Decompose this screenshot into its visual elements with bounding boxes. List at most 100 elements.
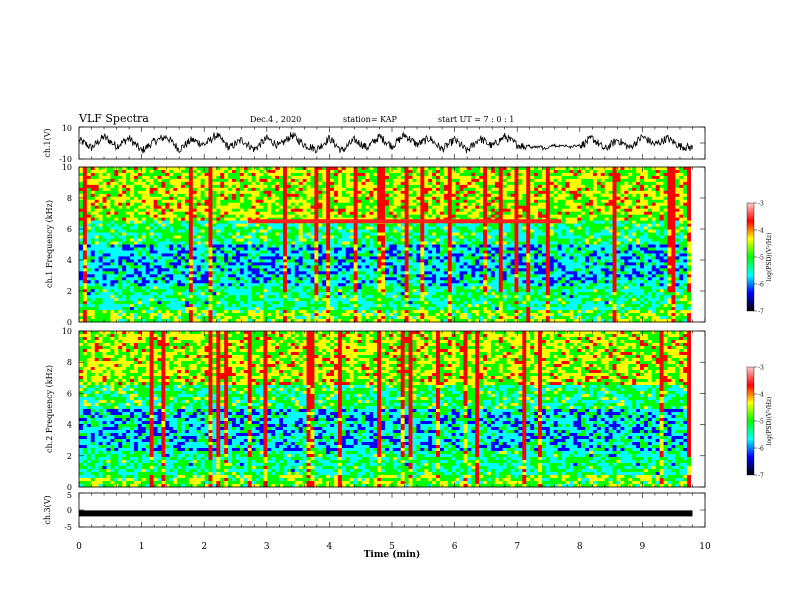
- spectrogram-cell: [286, 202, 292, 207]
- spectrogram-cell: [577, 169, 582, 174]
- spectrogram-cell: [243, 241, 249, 245]
- spectrogram-cell: [228, 178, 233, 183]
- spectrogram-cell: [283, 241, 288, 245]
- spectrogram-cell: [110, 193, 115, 198]
- spectrogram-cell: [494, 193, 500, 198]
- spectrogram-cell: [506, 193, 511, 198]
- spectrogram-cell: [118, 211, 123, 216]
- spectrogram-cell: [447, 247, 453, 251]
- spectrogram-cell: [141, 217, 147, 222]
- spectrogram-cell: [322, 241, 327, 245]
- spectrogram-cell: [196, 211, 202, 216]
- spectrogram-cell: [636, 178, 641, 183]
- spectrogram-cell: [596, 199, 602, 204]
- spectrogram-cell: [196, 196, 202, 201]
- spectrogram-cell: [561, 229, 566, 233]
- spectrogram-cell: [569, 244, 574, 248]
- spectrogram-cell: [79, 202, 84, 207]
- spectrogram-cell: [365, 211, 370, 216]
- spectrogram-cell: [314, 199, 319, 204]
- spectrogram-cell: [79, 169, 84, 174]
- spectrogram-cell: [636, 247, 641, 251]
- spectrogram-cell: [228, 167, 233, 171]
- spectrogram-cell: [655, 253, 661, 257]
- spectrogram-cell: [98, 202, 103, 207]
- spectrogram-cell: [192, 199, 198, 204]
- spectrogram-cell: [192, 167, 198, 171]
- spectrogram-cell: [592, 244, 598, 248]
- spectrogram-cell: [318, 208, 323, 213]
- spectrogram-cell: [632, 256, 637, 260]
- spectrogram-cell: [208, 181, 213, 186]
- spectrogram-cell: [679, 247, 684, 251]
- spectrogram-cell: [557, 184, 562, 189]
- spectrogram-cell: [490, 205, 496, 210]
- spectrogram-cell: [369, 169, 374, 174]
- spectrogram-cell: [620, 247, 625, 251]
- spectrogram-cell: [432, 190, 437, 195]
- spectrogram-cell: [667, 247, 672, 251]
- spectrogram-cell: [79, 181, 84, 186]
- spectrogram-cell: [322, 175, 327, 180]
- spectrogram-cell: [522, 190, 527, 195]
- spectrogram-cell: [683, 196, 688, 201]
- spectrogram-cell: [314, 187, 319, 192]
- spectrogram-cell: [153, 241, 158, 245]
- spectrogram-cell: [177, 205, 182, 210]
- spectrogram-cell: [310, 187, 315, 192]
- spectrogram-cell: [157, 187, 162, 192]
- spectrogram-cell: [141, 241, 147, 245]
- spectrogram-cell: [439, 208, 445, 213]
- spectrogram-cell: [589, 167, 594, 171]
- spectrogram-cell: [149, 181, 154, 186]
- spectrogram-cell: [326, 181, 331, 186]
- spectrogram-cell: [538, 238, 543, 242]
- spectrogram-cell: [447, 238, 453, 242]
- spectrogram-cell: [169, 175, 174, 180]
- spectrogram-cell: [157, 238, 162, 242]
- spectrogram-cell: [122, 253, 127, 257]
- spectrogram-cell: [228, 232, 233, 236]
- spectrogram-cell: [624, 202, 629, 207]
- spectrogram-cell: [436, 241, 441, 245]
- spectrogram-cell: [545, 256, 551, 260]
- spectrogram-cell: [565, 244, 570, 248]
- spectrogram-cell: [326, 241, 331, 245]
- spectrogram-cell: [271, 167, 276, 171]
- spectrogram-cell: [204, 247, 209, 251]
- spectrogram-cell: [502, 181, 508, 186]
- spectrogram-cell: [243, 223, 249, 228]
- spectrogram-cell: [526, 184, 531, 189]
- spectrogram-cell: [463, 196, 468, 201]
- spectrogram-cell: [232, 238, 237, 242]
- spectrogram-cell: [255, 167, 260, 171]
- spectrogram-cell: [357, 241, 362, 245]
- spectrogram-cell: [455, 178, 460, 183]
- spectrogram-cell: [632, 196, 637, 201]
- spectrogram-cell: [585, 244, 590, 248]
- spectrogram-cell: [271, 247, 276, 251]
- spectrogram-cell: [177, 214, 182, 219]
- spectrogram-cell: [404, 226, 409, 230]
- spectrogram-cell: [337, 214, 343, 219]
- spectrogram-cell: [671, 178, 676, 183]
- spectrogram-cell: [106, 217, 111, 222]
- spectrogram-cell: [506, 256, 511, 260]
- spectrogram-cell: [169, 211, 174, 216]
- spectrogram-cell: [157, 259, 162, 263]
- spectrogram-cell: [467, 193, 472, 198]
- spectrogram-cell: [306, 181, 311, 186]
- spectrogram-cell: [251, 232, 256, 236]
- spectrogram-cell: [577, 193, 582, 198]
- spectrogram-cell: [184, 196, 190, 201]
- spectrogram-cell: [455, 256, 460, 260]
- spectrogram-cell: [388, 247, 394, 251]
- spectrogram-cell: [98, 244, 103, 248]
- spectrogram-cell: [326, 247, 331, 251]
- spectrogram-cell: [169, 217, 174, 222]
- spectrogram-cell: [192, 184, 198, 189]
- spectrogram-cell: [565, 187, 570, 192]
- spectrogram-cell: [130, 253, 135, 257]
- spectrogram-cell: [655, 167, 661, 171]
- spectrogram-cell: [494, 184, 500, 189]
